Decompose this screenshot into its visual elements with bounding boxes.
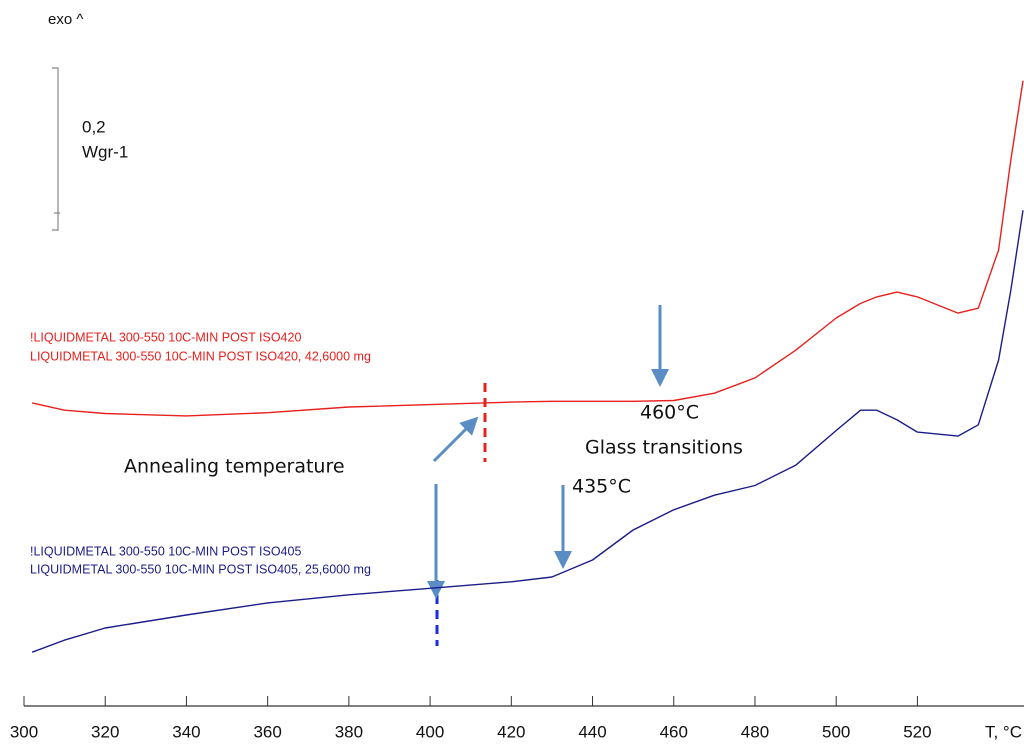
x-tick-label: 440 xyxy=(578,722,606,741)
x-axis-label: T, °C xyxy=(985,722,1022,741)
legend-blue-name: !LIQUIDMETAL 300-550 10C-MIN POST ISO405 xyxy=(30,544,301,558)
x-tick-label: 460 xyxy=(660,722,688,741)
x-tick-label: 520 xyxy=(903,722,931,741)
x-tick-label: 360 xyxy=(253,722,281,741)
x-tick-label: 340 xyxy=(172,722,200,741)
x-tick-label: 380 xyxy=(335,722,363,741)
annotation: Glass transitions xyxy=(585,437,743,459)
x-tick-label: 420 xyxy=(497,722,525,741)
scale-value: 0,2 xyxy=(82,117,106,136)
scale-unit: Wgr-1 xyxy=(82,142,128,161)
legend-red-name: !LIQUIDMETAL 300-550 10C-MIN POST ISO420 xyxy=(30,330,301,344)
series-line xyxy=(31,80,1024,417)
annotation: Annealing temperature xyxy=(124,456,345,478)
x-tick-label: 500 xyxy=(822,722,850,741)
x-tick-label: 300 xyxy=(10,722,38,741)
annotation: 435°C xyxy=(572,476,631,498)
exo-label: exo ^ xyxy=(48,11,83,28)
annotation: 460°C xyxy=(640,402,699,424)
series-line xyxy=(31,210,1024,653)
arrow xyxy=(432,416,479,463)
x-tick-label: 400 xyxy=(416,722,444,741)
legend-red-desc: LIQUIDMETAL 300-550 10C-MIN POST ISO420,… xyxy=(30,349,371,363)
legend-blue-desc: LIQUIDMETAL 300-550 10C-MIN POST ISO405,… xyxy=(30,562,371,576)
x-tick-label: 480 xyxy=(741,722,769,741)
scale-bar xyxy=(52,67,60,231)
x-tick-label: 320 xyxy=(91,722,119,741)
